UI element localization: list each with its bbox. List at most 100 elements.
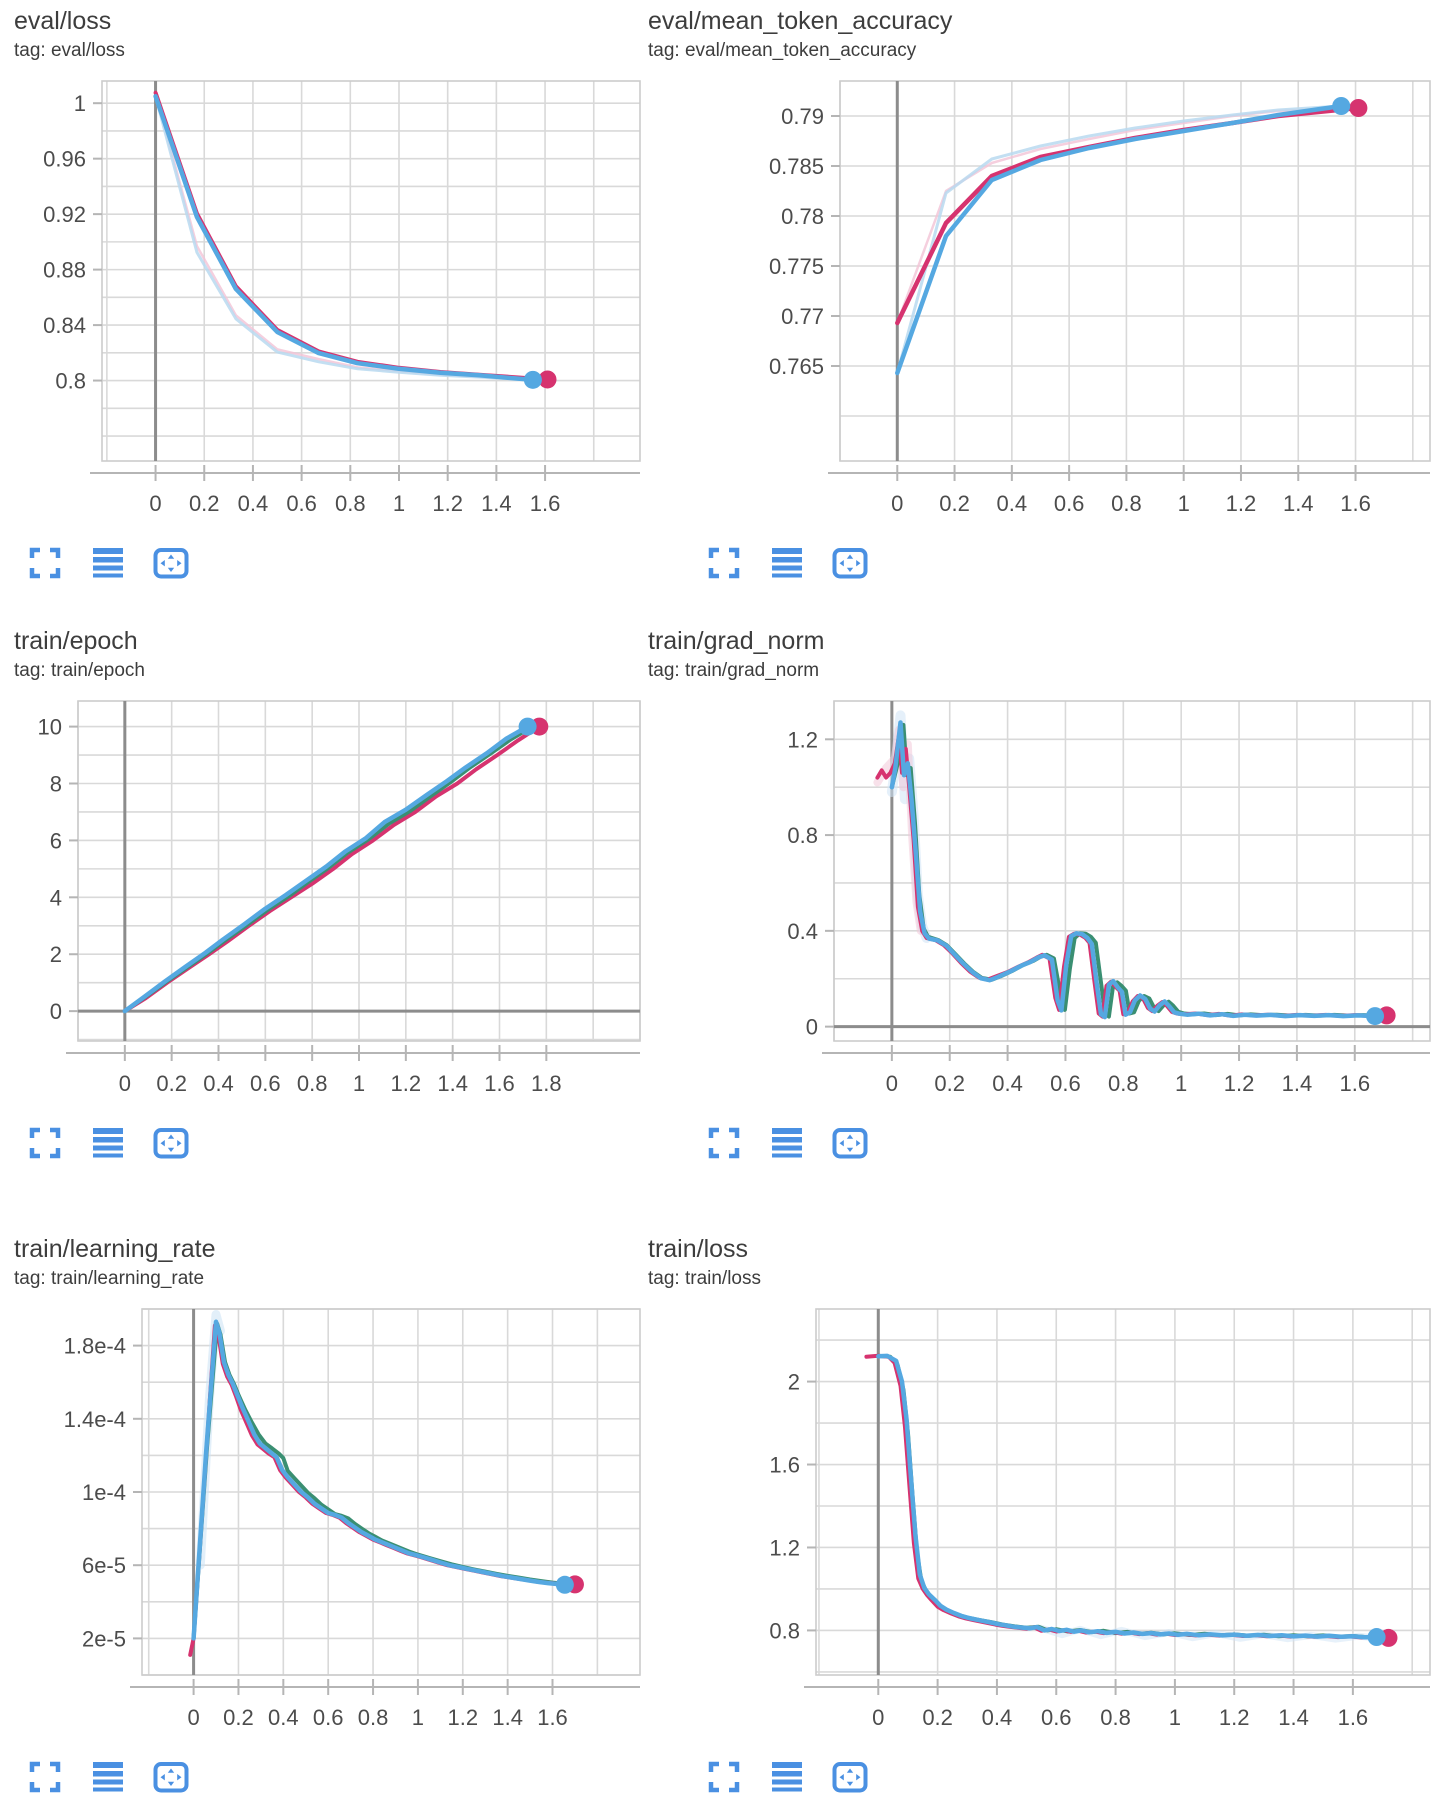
endpoint-dot-run-blue (518, 717, 537, 736)
series-run-green (191, 1321, 568, 1641)
chart-card-train-learning-rate: train/learning_rate tag: train/learning_r… (0, 1200, 641, 1793)
chart-card-train-epoch: train/epoch tag: train/epoch 0 0.2 0.4 0.6 0.8… (0, 600, 641, 1200)
y-tick-label: 0.77 (781, 304, 824, 329)
chart-title: train/grad_norm (648, 627, 825, 655)
x-tick-label: 1 (1175, 1071, 1187, 1096)
x-tick-label: 0.2 (189, 491, 220, 516)
y-tick-label: 8 (50, 771, 62, 796)
y-tick-label: 6e-5 (82, 1553, 126, 1578)
series-run-blue (122, 724, 530, 1014)
chart-canvas-eval-loss[interactable]: 0 0.2 0.4 0.6 0.8 1 1.2 1.4 1.6 0.8 0.84 0.88 0.92 0.… (14, 71, 650, 523)
x-tick-label: 1.2 (1219, 1705, 1250, 1730)
x-tick-label: 0.2 (922, 1705, 953, 1730)
y-tick-label: 0.8 (769, 1618, 800, 1643)
data-table-icon[interactable] (769, 1125, 805, 1161)
endpoint-dot-run-pink (1349, 98, 1368, 117)
x-tick-label: 0.6 (1054, 491, 1085, 516)
data-table-icon[interactable] (90, 1125, 126, 1161)
y-tick-label: 1.6 (769, 1452, 800, 1477)
fit-domain-icon[interactable] (153, 1759, 189, 1795)
data-table-icon[interactable] (90, 1759, 126, 1795)
x-tick-label: 0.4 (992, 1071, 1023, 1096)
x-tick-label: 0.4 (997, 491, 1028, 516)
series-run-blue (153, 93, 536, 382)
fullscreen-icon[interactable] (706, 545, 742, 581)
y-tick-label: 0.765 (769, 354, 824, 379)
chart-card-train-grad-norm: train/grad_norm tag: train/grad_norm 0 0.2 0… (640, 600, 1440, 1200)
series-run-pink (188, 1323, 577, 1657)
chart-tag: tag: train/loss (648, 1268, 761, 1289)
data-table-icon[interactable] (769, 545, 805, 581)
fullscreen-icon[interactable] (27, 1125, 63, 1161)
x-tick-label: 1.4 (1278, 1705, 1309, 1730)
data-table-icon[interactable] (769, 1759, 805, 1795)
series-raw-blue (895, 104, 1343, 375)
x-tick-label: 0.8 (1108, 1071, 1139, 1096)
x-tick-label: 1.8 (531, 1071, 562, 1096)
fit-domain-icon[interactable] (832, 545, 868, 581)
fullscreen-icon[interactable] (27, 545, 63, 581)
x-tick-label: 1 (412, 1705, 424, 1730)
endpoint-dot-run-blue (1367, 1627, 1386, 1646)
fullscreen-icon[interactable] (706, 1759, 742, 1795)
chart-title: train/epoch (14, 627, 138, 655)
series-run-blue (876, 1353, 1379, 1640)
x-tick-label: 1.6 (1338, 1705, 1369, 1730)
chart-toolbar (706, 545, 1440, 581)
series-run-blue (895, 103, 1344, 376)
x-tick-label: 0 (891, 491, 903, 516)
y-tick-label: 1.4e-4 (64, 1407, 126, 1432)
y-tick-label: 0.88 (43, 257, 86, 282)
x-tick-label: 0.8 (297, 1071, 328, 1096)
chart-title: eval/mean_token_accuracy (648, 7, 953, 35)
fit-domain-icon[interactable] (832, 1759, 868, 1795)
x-tick-label: 1.4 (1283, 491, 1314, 516)
chart-canvas-train-grad-norm[interactable]: 0 0.2 0.4 0.6 0.8 1 1.2 1.4 1.6 0 0.4 0.8 1.2 (648, 691, 1440, 1103)
y-tick-label: 10 (38, 714, 62, 739)
x-tick-label: 0.6 (286, 491, 317, 516)
fullscreen-icon[interactable] (27, 1759, 63, 1795)
data-table-icon[interactable] (90, 545, 126, 581)
chart-toolbar (27, 545, 640, 581)
fullscreen-icon[interactable] (706, 1125, 742, 1161)
chart-canvas-eval-mean-token-accuracy[interactable]: 0 0.2 0.4 0.6 0.8 1 1.2 1.4 1.6 0.765 0.77 0.775 0.7… (648, 71, 1440, 523)
x-tick-label: 1 (353, 1071, 365, 1096)
chart-canvas-train-learning-rate[interactable]: 0 0.2 0.4 0.6 0.8 1 1.2 1.4 1.6 2e-5 6e-5 1e-4 1.4e-… (14, 1299, 650, 1737)
y-tick-label: 0.84 (43, 313, 86, 338)
chart-tag: tag: train/learning_rate (14, 1268, 205, 1289)
endpoint-dot-run-blue (555, 1575, 574, 1594)
x-tick-label: 0.2 (939, 491, 970, 516)
x-tick-label: 0 (149, 491, 161, 516)
x-tick-label: 1.2 (391, 1071, 422, 1096)
y-tick-label: 2 (788, 1369, 800, 1394)
y-tick-label: 4 (50, 885, 62, 910)
series-run-blue (889, 720, 1378, 1020)
chart-canvas-train-epoch[interactable]: 0 0.2 0.4 0.6 0.8 1 1.2 1.4 1.6 1.8 0 2 4 6 8 10 (14, 691, 650, 1103)
series-run-blue (191, 1319, 568, 1641)
chart-toolbar (706, 1125, 1440, 1161)
x-tick-label: 0.4 (238, 491, 269, 516)
chart-canvas-train-loss[interactable]: 0 0.2 0.4 0.6 0.8 1 1.2 1.4 1.6 0.8 1.2 1.6 2 (648, 1299, 1440, 1737)
endpoint-dot-run-blue (1366, 1006, 1385, 1025)
chart-tag: tag: eval/mean_token_accuracy (648, 40, 917, 61)
chart-title: train/learning_rate (14, 1235, 216, 1263)
fit-domain-icon[interactable] (153, 1125, 189, 1161)
x-tick-label: 1.4 (492, 1705, 523, 1730)
x-tick-label: 1.4 (437, 1071, 468, 1096)
x-tick-label: 1.6 (1339, 1071, 1370, 1096)
x-tick-label: 0.8 (1100, 1705, 1131, 1730)
y-tick-label: 1.8e-4 (64, 1333, 126, 1358)
chart-card-eval-loss: eval/loss tag: eval/loss 0 0.2 0.4 0.6 0.8 1 1.2… (0, 0, 641, 600)
chart-toolbar (706, 1759, 1440, 1795)
fit-domain-icon[interactable] (832, 1125, 868, 1161)
y-tick-label: 0 (806, 1014, 818, 1039)
chart-tag: tag: train/grad_norm (648, 660, 820, 681)
fit-domain-icon[interactable] (153, 545, 189, 581)
series-raw-pink (154, 92, 549, 381)
x-tick-label: 0.2 (156, 1071, 187, 1096)
x-tick-label: 0.6 (250, 1071, 281, 1096)
x-tick-label: 0.2 (223, 1705, 254, 1730)
x-tick-label: 1.2 (1226, 491, 1257, 516)
endpoint-dot-run-blue (1332, 96, 1351, 115)
